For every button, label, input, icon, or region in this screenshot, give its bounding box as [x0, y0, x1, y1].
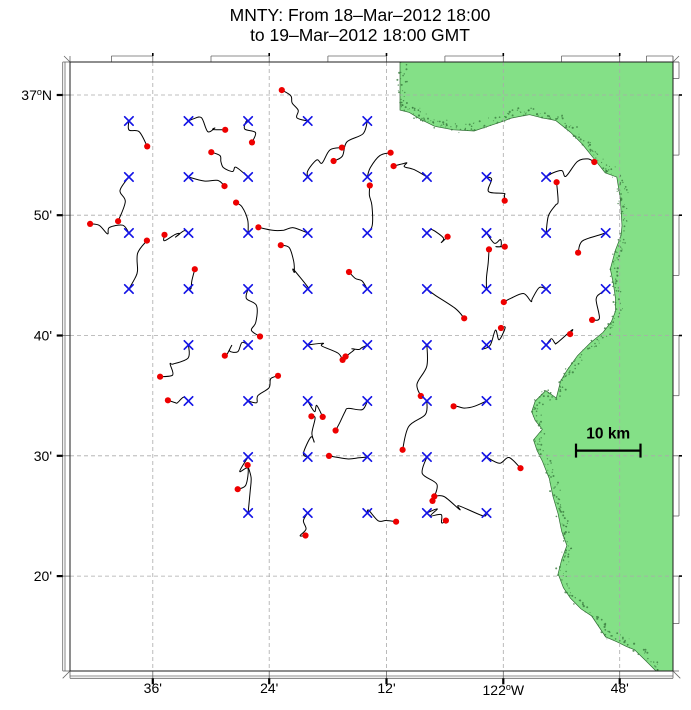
- svg-text:50': 50': [34, 207, 52, 223]
- svg-text:10 km: 10 km: [586, 426, 630, 443]
- svg-text:37oN: 37oN: [21, 87, 52, 103]
- svg-text:122oW: 122oW: [483, 682, 525, 698]
- svg-text:24': 24': [260, 680, 278, 696]
- svg-text:40': 40': [34, 328, 52, 344]
- svg-text:20': 20': [34, 568, 52, 584]
- svg-text:48': 48': [611, 680, 629, 696]
- svg-text:30': 30': [34, 448, 52, 464]
- svg-text:36': 36': [144, 680, 162, 696]
- svg-text:to 19–Mar–2012 18:00 GMT: to 19–Mar–2012 18:00 GMT: [250, 25, 470, 45]
- svg-text:MNTY: From 18–Mar–2012 18:00: MNTY: From 18–Mar–2012 18:00: [230, 5, 491, 25]
- svg-text:12': 12': [377, 680, 395, 696]
